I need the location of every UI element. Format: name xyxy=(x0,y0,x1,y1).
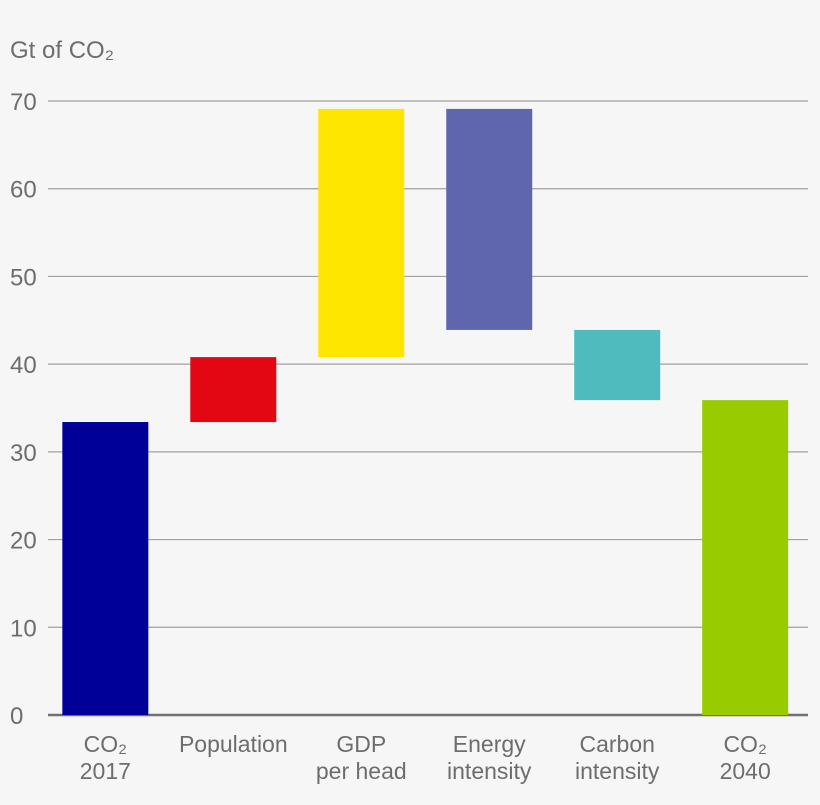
x-tick-label: Carbon intensity xyxy=(575,731,660,784)
x-tick-label: Population xyxy=(179,731,288,757)
y-tick-label: 20 xyxy=(10,528,37,555)
bar xyxy=(702,400,789,715)
x-tick-label: Energy intensity xyxy=(447,731,532,784)
x-tick-label: CO₂ 2017 xyxy=(80,731,131,784)
y-tick-label: 10 xyxy=(10,615,37,642)
x-tick-label: GDP per head xyxy=(316,731,407,784)
x-tick-label: CO₂ 2040 xyxy=(720,731,771,784)
y-tick-label: 60 xyxy=(10,177,37,204)
bar xyxy=(190,357,277,423)
y-tick-label: 40 xyxy=(10,352,37,379)
y-tick-label: 70 xyxy=(10,89,37,116)
y-tick-label: 50 xyxy=(10,264,37,291)
bar xyxy=(318,108,405,358)
bar xyxy=(574,329,661,401)
bar xyxy=(62,422,149,715)
bar xyxy=(446,108,533,330)
y-tick-label: 0 xyxy=(10,703,23,730)
y-tick-label: 30 xyxy=(10,440,37,467)
y-axis-label: Gt of CO₂ xyxy=(10,37,114,64)
